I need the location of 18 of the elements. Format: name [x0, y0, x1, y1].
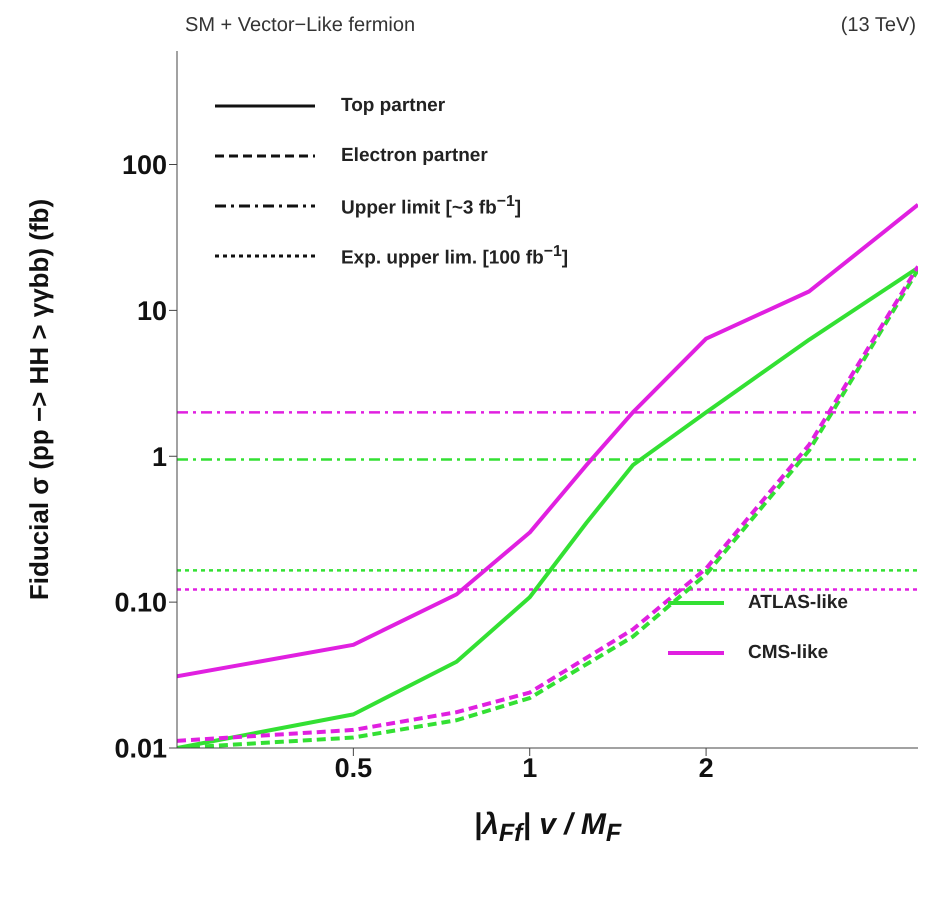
x-axis-title: |λ$_{Ff}$| v / M$_{F}$: [472, 808, 623, 848]
y-tick-label: 0.10: [114, 588, 167, 618]
x-tick-label: 0.5: [334, 753, 372, 784]
legend-label: ATLAS-like: [748, 592, 848, 614]
y-tick-label: 100: [122, 150, 167, 180]
chart-subtitle: (13 TeV): [840, 14, 916, 37]
y-tick-label: 1: [152, 442, 167, 472]
y-tick-label: 10: [136, 296, 167, 326]
x-tick-label: 1: [522, 753, 538, 784]
annotation: Exp. upper lim. [100 fb$^{−1}$]: [341, 242, 568, 270]
legend-label: CMS-like: [748, 642, 828, 664]
annotation: Electron partner: [341, 145, 488, 167]
y-axis-title: Fiducial σ (pp −> HH > γγbb) (fb): [24, 198, 56, 600]
y-tick-label: 0.01: [114, 734, 167, 764]
annotation: Top partner: [341, 95, 446, 117]
x-tick-label: 2: [698, 753, 714, 784]
annotation: Upper limit [~3 fb$^{−1}$]: [341, 192, 522, 220]
chart-title: SM + Vector−Like fermion: [185, 14, 416, 37]
